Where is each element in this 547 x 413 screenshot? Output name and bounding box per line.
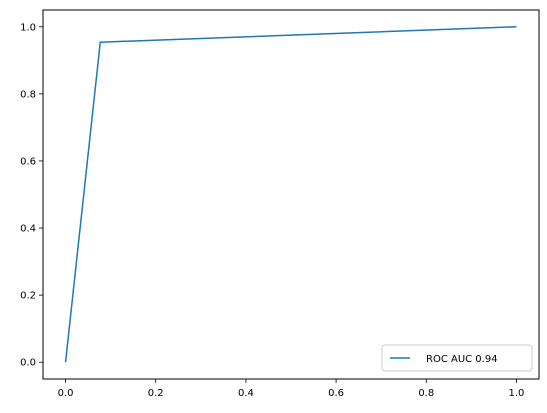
x-tick-label: 0.6 <box>328 388 344 399</box>
legend: ROC AUC 0.94 <box>381 344 533 372</box>
y-tick-label: 1.0 <box>20 22 36 33</box>
legend-box <box>381 344 533 372</box>
x-tick-label: 0.8 <box>418 388 434 399</box>
plot-area <box>64 26 517 363</box>
y-tick-label: 0.6 <box>20 156 36 167</box>
x-tick-label: 0.4 <box>238 388 254 399</box>
x-tick-label: 1.0 <box>509 388 525 399</box>
series-line-0 <box>64 26 517 363</box>
axes-frame <box>42 9 540 380</box>
y-tick-label: 0.0 <box>20 358 36 369</box>
y-tick-label: 0.2 <box>20 291 36 302</box>
x-axis: 0.0 0.2 0.4 0.6 0.8 1.0 <box>58 379 525 399</box>
legend-label: ROC AUC 0.94 <box>426 354 498 365</box>
x-tick-label: 0.0 <box>58 388 74 399</box>
y-axis: 0.0 0.2 0.4 0.6 0.8 1.0 <box>20 22 43 369</box>
y-tick-label: 0.4 <box>20 224 36 235</box>
y-tick-label: 0.8 <box>20 89 36 100</box>
x-tick-label: 0.2 <box>148 388 164 399</box>
